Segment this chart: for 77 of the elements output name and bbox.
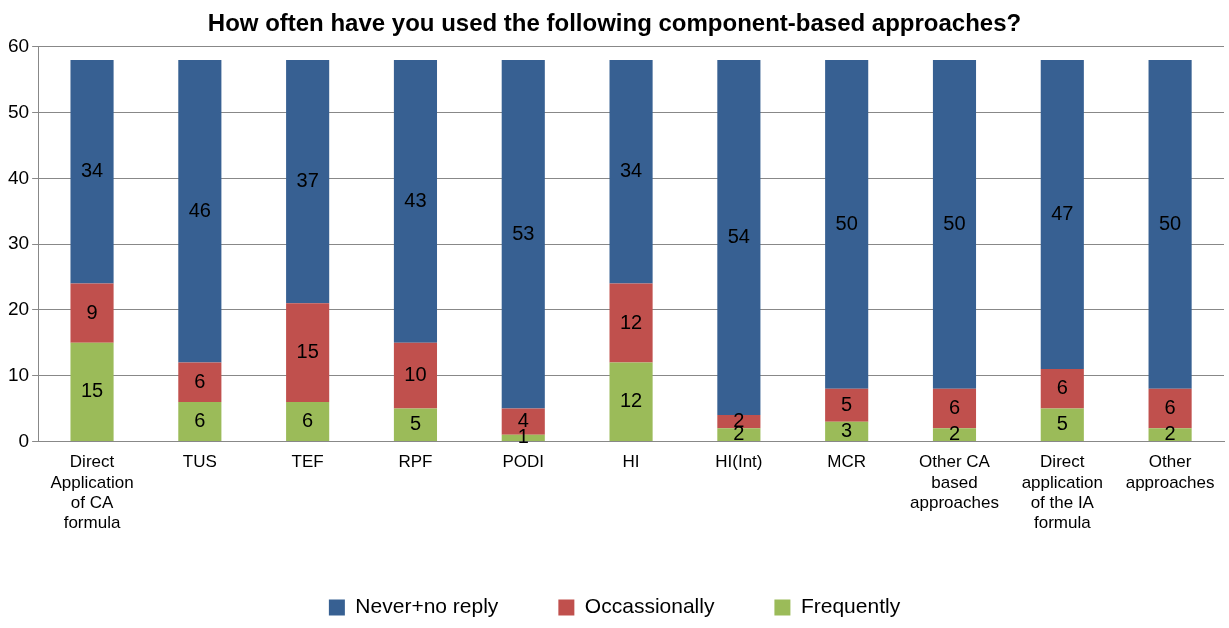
y-tick-label: 10	[7, 363, 30, 385]
data-label: 2	[1164, 422, 1176, 445]
x-tick-label: Other approaches	[1125, 452, 1215, 492]
bar	[393, 59, 438, 343]
x-tick-label: HI	[622, 452, 640, 472]
bar	[1040, 59, 1084, 370]
data-label: 34	[619, 159, 643, 182]
bar	[1040, 408, 1084, 441]
data-label: 5	[841, 392, 853, 415]
data-label: 10	[404, 363, 427, 386]
bar	[178, 401, 222, 441]
chart-title: How often have you used the following component-based approaches?	[207, 9, 1022, 37]
bar	[393, 342, 438, 409]
data-label: 6	[1164, 396, 1176, 419]
bar	[393, 408, 438, 441]
data-label: 15	[296, 340, 319, 363]
data-label: 50	[1158, 211, 1182, 234]
bar	[932, 428, 977, 441]
x-tick-label: Direct Application of CA formula	[50, 452, 134, 533]
legend-label: Never+no reply	[355, 594, 499, 618]
x-tick-label: MCR	[827, 452, 867, 472]
data-label: 2	[948, 422, 961, 445]
x-tick-label: TEF	[291, 452, 324, 472]
bar	[178, 59, 222, 363]
bar	[609, 362, 653, 441]
bar	[286, 401, 330, 441]
x-tick-label: RPF	[398, 452, 433, 472]
legend-label: Frequently	[800, 594, 901, 618]
bar	[825, 59, 869, 389]
y-tick-label: 20	[7, 298, 30, 320]
data-label: 6	[302, 408, 314, 431]
x-tick-label: PODI	[502, 452, 545, 472]
data-label: 12	[619, 310, 643, 333]
y-tick-label: 60	[7, 35, 30, 57]
bar	[70, 342, 114, 441]
data-label: 15	[80, 379, 104, 402]
data-label: 34	[80, 159, 104, 182]
bar	[70, 283, 114, 343]
x-tick-label: TUS	[182, 452, 217, 472]
y-tick-label: 40	[7, 166, 30, 188]
data-label: 12	[619, 389, 643, 412]
data-label: 6	[194, 408, 206, 431]
data-label: 5	[409, 412, 422, 435]
bar	[1148, 59, 1192, 389]
data-label: 5	[1056, 412, 1068, 435]
bar	[70, 59, 114, 284]
bar	[609, 59, 653, 284]
y-tick-label: 30	[7, 232, 30, 254]
data-label: 43	[404, 188, 427, 211]
bar	[501, 59, 545, 409]
data-label: 6	[948, 396, 961, 419]
data-label: 46	[188, 198, 211, 221]
legend-label: Occassionally	[584, 594, 715, 618]
data-label: 6	[194, 369, 206, 392]
data-label: 50	[943, 211, 966, 234]
data-label: 47	[1051, 202, 1074, 225]
y-tick-label: 0	[18, 429, 30, 451]
bar	[609, 283, 653, 363]
bar	[717, 428, 761, 441]
bar	[286, 303, 330, 402]
bar	[1148, 428, 1192, 441]
data-label: 3	[841, 418, 853, 441]
x-tick-label: HI(Int)	[715, 452, 763, 472]
data-label: 54	[727, 225, 750, 248]
y-tick-label: 50	[7, 100, 30, 122]
data-label: 37	[296, 169, 319, 192]
bar	[178, 362, 222, 402]
bar	[825, 388, 869, 422]
data-label: 53	[512, 221, 535, 244]
data-label: 50	[835, 211, 858, 234]
data-label: 9	[86, 300, 98, 323]
bar	[932, 59, 977, 389]
x-tick-label: Other CA based approaches	[910, 452, 999, 513]
data-label: 6	[1056, 376, 1068, 399]
bar	[1040, 369, 1084, 409]
x-tick-label: Direct application of the IA formula	[1021, 452, 1103, 533]
bar	[286, 59, 330, 304]
